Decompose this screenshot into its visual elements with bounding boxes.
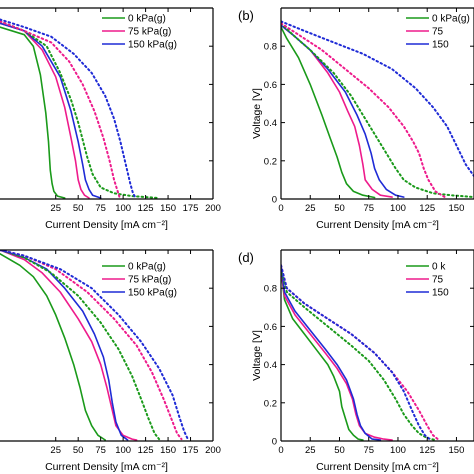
legend-label-d-0: 0 k — [432, 262, 446, 273]
x-tick-label-a-7: 200 — [205, 203, 221, 214]
legend-label-a-0: 0 kPa(g) — [128, 14, 166, 25]
series-line-d-5 — [281, 264, 432, 441]
panel-c: 25 50 75 100 125 150 175 200 Current Density [mA… — [0, 249, 221, 473]
x-tick-label-b-0: 0 — [278, 203, 283, 214]
series-line-c-1 — [0, 250, 138, 441]
legend-b: 0 kPa(g) 75 150 — [406, 14, 470, 51]
panel-d: 0 25 50 75 100 125 150 0 0.2 0.4 0.6 0.8 Current Den… — [238, 249, 474, 473]
x-tick-label-b-6: 150 — [449, 203, 465, 214]
series-group-b — [281, 20, 474, 199]
panel-label-d: (d) — [238, 250, 254, 265]
legend-label-d-2: 150 — [432, 288, 449, 299]
x-tick-label-c-6: 175 — [183, 445, 199, 456]
x-tick-label-a-4: 125 — [138, 203, 154, 214]
x-axis-label-a: Current Density [mA cm⁻²] — [45, 219, 168, 231]
x-axis-label-d: Current Density [mA cm⁻²] — [316, 461, 439, 473]
x-tick-label-d-5: 125 — [419, 445, 435, 456]
x-tick-label-c-5: 150 — [160, 445, 176, 456]
x-tick-label-d-3: 75 — [363, 445, 374, 456]
y-tick-label-b-0: 0 — [272, 195, 277, 206]
y-tick-label-d-4: 0.8 — [264, 284, 277, 295]
x-tick-label-c-1: 50 — [73, 445, 84, 456]
legend-d: 0 k 75 150 — [406, 262, 449, 299]
legend-label-d-1: 75 — [432, 275, 444, 286]
series-line-a-1 — [0, 22, 90, 199]
legend-label-b-1: 75 — [432, 27, 444, 38]
series-line-b-4 — [281, 22, 446, 199]
x-axis-label-c: Current Density [mA cm⁻²] — [45, 461, 168, 473]
legend-label-c-1: 75 kPa(g) — [128, 275, 171, 286]
x-tick-label-d-6: 150 — [449, 445, 465, 456]
x-tick-label-d-1: 25 — [305, 445, 316, 456]
legend-c: 0 kPa(g) 75 kPa(g) 150 kPa(g) — [102, 262, 177, 299]
legend-a: 0 kPa(g) 75 kPa(g) 150 kPa(g) — [102, 14, 177, 51]
x-tick-label-c-7: 200 — [205, 445, 221, 456]
y-axis-label-d: Voltage [V] — [251, 330, 263, 381]
series-line-d-3 — [281, 268, 437, 441]
series-line-c-3 — [0, 250, 161, 441]
x-tick-label-b-4: 100 — [390, 203, 406, 214]
legend-label-c-0: 0 kPa(g) — [128, 262, 166, 273]
legend-label-a-2: 150 kPa(g) — [128, 40, 177, 51]
series-line-d-0 — [281, 268, 364, 441]
y-tick-label-d-1: 0.2 — [264, 398, 277, 409]
x-tick-label-c-4: 125 — [138, 445, 154, 456]
x-tick-label-a-1: 50 — [73, 203, 84, 214]
series-line-b-5 — [281, 20, 474, 178]
y-tick-label-b-2: 0.4 — [264, 118, 277, 129]
series-line-d-2 — [281, 264, 382, 441]
x-tick-label-a-2: 75 — [95, 203, 106, 214]
legend-label-b-2: 150 — [432, 40, 449, 51]
panel-a: 25 50 75 100 125 150 175 200 Current Density [mA… — [0, 7, 221, 231]
series-line-c-0 — [0, 253, 106, 441]
panel-label-b: (b) — [238, 8, 254, 23]
series-line-b-0 — [281, 26, 376, 199]
y-tick-label-d-3: 0.6 — [264, 322, 277, 333]
series-line-c-4 — [0, 250, 183, 441]
y-tick-label-d-2: 0.4 — [264, 360, 277, 371]
series-line-c-5 — [0, 250, 189, 441]
x-tick-label-c-2: 75 — [95, 445, 106, 456]
series-line-a-5 — [0, 18, 137, 199]
x-tick-label-b-5: 125 — [419, 203, 435, 214]
y-tick-label-b-1: 0.2 — [264, 156, 277, 167]
x-tick-label-c-0: 25 — [50, 445, 61, 456]
legend-label-b-0: 0 kPa(g) — [432, 14, 470, 25]
series-line-b-2 — [281, 24, 405, 198]
legend-label-c-2: 150 kPa(g) — [128, 288, 177, 299]
x-tick-label-c-3: 100 — [115, 445, 131, 456]
y-tick-label-b-3: 0.6 — [264, 80, 277, 91]
series-group-a — [0, 18, 161, 199]
x-tick-label-d-4: 100 — [390, 445, 406, 456]
legend-label-a-1: 75 kPa(g) — [128, 27, 171, 38]
series-line-a-2 — [0, 22, 102, 199]
series-group-d — [281, 264, 440, 441]
series-line-d-1 — [281, 268, 393, 441]
series-group-c — [0, 250, 189, 441]
x-tick-label-b-3: 75 — [363, 203, 374, 214]
series-line-b-3 — [281, 22, 474, 199]
x-tick-label-d-0: 0 — [278, 445, 283, 456]
y-tick-label-d-0: 0 — [272, 437, 277, 448]
x-tick-label-a-3: 100 — [115, 203, 131, 214]
x-tick-label-a-6: 175 — [183, 203, 199, 214]
y-tick-label-b-4: 0.8 — [264, 42, 277, 53]
x-tick-label-a-5: 150 — [160, 203, 176, 214]
x-tick-label-b-2: 50 — [334, 203, 345, 214]
series-line-a-3 — [0, 20, 161, 199]
panel-b: 0 25 50 75 100 125 150 0 0.2 0.4 0.6 0.8 Current Den… — [238, 7, 474, 231]
x-axis-label-b: Current Density [mA cm⁻²] — [316, 219, 439, 231]
x-tick-label-a-0: 25 — [50, 203, 61, 214]
series-line-a-4 — [0, 20, 121, 199]
x-tick-label-d-2: 50 — [334, 445, 345, 456]
y-axis-label-b: Voltage [V] — [251, 88, 263, 139]
x-tick-label-b-1: 25 — [305, 203, 316, 214]
series-line-a-0 — [0, 26, 66, 199]
